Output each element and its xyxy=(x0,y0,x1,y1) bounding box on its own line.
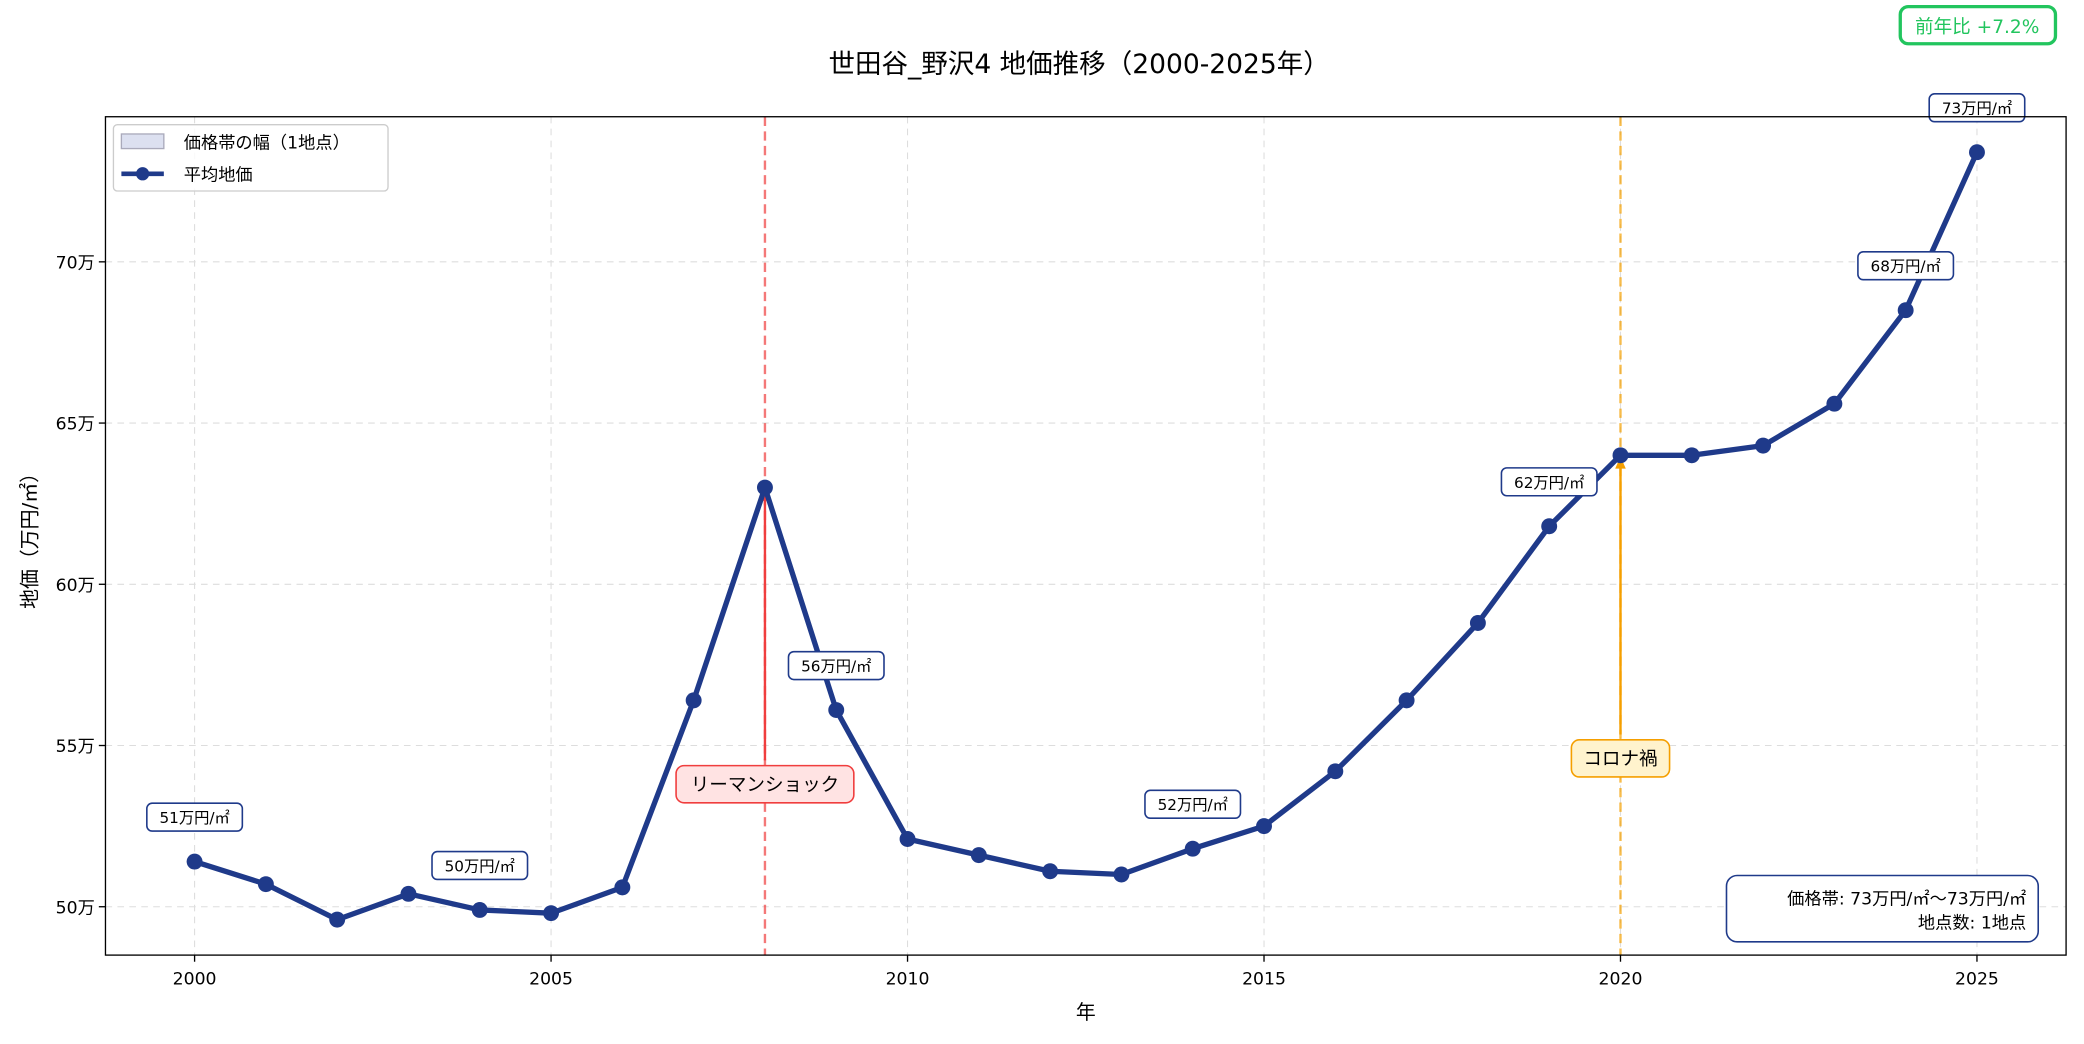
legend-series-label: 平均地価 xyxy=(184,165,253,185)
yoy-badge: 前年比 +7.2% xyxy=(1898,4,2058,46)
data-point xyxy=(1826,395,1843,412)
event-label: リーマンショック xyxy=(691,775,840,796)
data-point xyxy=(1541,518,1558,535)
point-label: 56万円/㎡ xyxy=(801,658,871,676)
point-label-box xyxy=(1928,93,2026,123)
info-count: 地点数: 1地点 xyxy=(1918,914,2026,934)
data-point xyxy=(614,879,631,896)
x-tick-label: 2005 xyxy=(529,969,573,989)
data-point xyxy=(1612,447,1629,464)
legend: 価格帯の幅（1地点） 平均地価 xyxy=(112,124,389,192)
data-point xyxy=(1042,863,1059,880)
data-point xyxy=(257,876,274,893)
data-point xyxy=(1969,144,1985,161)
y-tick-label: 65万 xyxy=(56,415,95,435)
event-label-box xyxy=(675,764,855,804)
x-axis-label: 年 xyxy=(1076,1001,1096,1024)
point-label: 51万円/㎡ xyxy=(159,809,229,827)
data-point xyxy=(1184,840,1201,857)
data-point xyxy=(1327,763,1344,780)
legend-band-label: 価格帯の幅（1地点） xyxy=(184,134,350,154)
point-label-box xyxy=(787,650,885,681)
x-tick-label: 2025 xyxy=(1955,969,1999,989)
info-range: 価格帯: 73万円/㎡〜73万円/㎡ xyxy=(1787,890,2026,910)
data-point xyxy=(543,905,560,922)
yoy-text: 前年比 +7.2% xyxy=(1915,17,2039,38)
point-label: 50万円/㎡ xyxy=(445,857,515,875)
point-label-box xyxy=(1500,467,1598,497)
event-lines xyxy=(759,116,1626,956)
data-point xyxy=(1398,692,1415,709)
point-label: 62万円/㎡ xyxy=(1514,474,1584,492)
y-tick-label: 50万 xyxy=(56,898,95,918)
data-point xyxy=(186,853,203,870)
data-point xyxy=(1897,302,1914,319)
data-point xyxy=(329,911,346,928)
grid xyxy=(105,116,2067,956)
data-point xyxy=(400,885,417,902)
legend-band-swatch xyxy=(120,133,165,150)
x-tick-label: 2015 xyxy=(1242,969,1286,989)
data-point xyxy=(1113,866,1130,883)
data-point xyxy=(1683,447,1700,464)
point-labels: リーマンショック コロナ禍 51万円/㎡ 50万円/㎡ 56万円/㎡ 52万円/㎡ 62万円… xyxy=(146,93,2026,881)
y-tick-label: 60万 xyxy=(56,576,95,596)
data-point xyxy=(970,847,987,864)
data-point xyxy=(756,479,773,496)
chart-title: 世田谷_野沢4 地価推移（2000-2025年） xyxy=(829,49,1330,80)
y-tick-label: 70万 xyxy=(56,253,95,273)
event-label: コロナ禍 xyxy=(1583,749,1657,770)
point-label: 68万円/㎡ xyxy=(1871,258,1941,276)
data-point xyxy=(828,702,845,718)
x-tick-label: 2020 xyxy=(1599,969,1643,989)
data-point xyxy=(899,831,916,847)
series-line xyxy=(193,151,1980,923)
y-axis-label: 地価（万円/㎡） xyxy=(18,463,41,609)
x-tick-label: 2000 xyxy=(173,969,217,989)
point-label-box xyxy=(431,850,529,881)
y-tick-label: 55万 xyxy=(56,737,95,757)
data-point xyxy=(1256,818,1272,835)
data-point xyxy=(471,902,488,918)
data-point xyxy=(685,692,702,709)
data-point xyxy=(1469,615,1486,631)
legend-marker xyxy=(135,167,150,181)
axis-ticks: 2000 2005 2010 2015 2020 2025 50万 55万 60万 65万 70万 xyxy=(56,253,1999,989)
x-tick-label: 2010 xyxy=(886,969,930,989)
point-label-box xyxy=(1144,789,1242,819)
point-label-box xyxy=(1857,251,1955,281)
series-layer xyxy=(186,144,1985,928)
data-point xyxy=(1755,437,1772,454)
info-box: 価格帯: 73万円/㎡〜73万円/㎡ 地点数: 1地点 xyxy=(1725,874,2040,943)
point-label: 52万円/㎡ xyxy=(1158,796,1228,814)
point-label-box xyxy=(146,802,244,832)
event-label-box xyxy=(1570,739,1671,778)
point-label: 73万円/㎡ xyxy=(1942,100,2012,118)
plot-frame xyxy=(104,116,2067,956)
